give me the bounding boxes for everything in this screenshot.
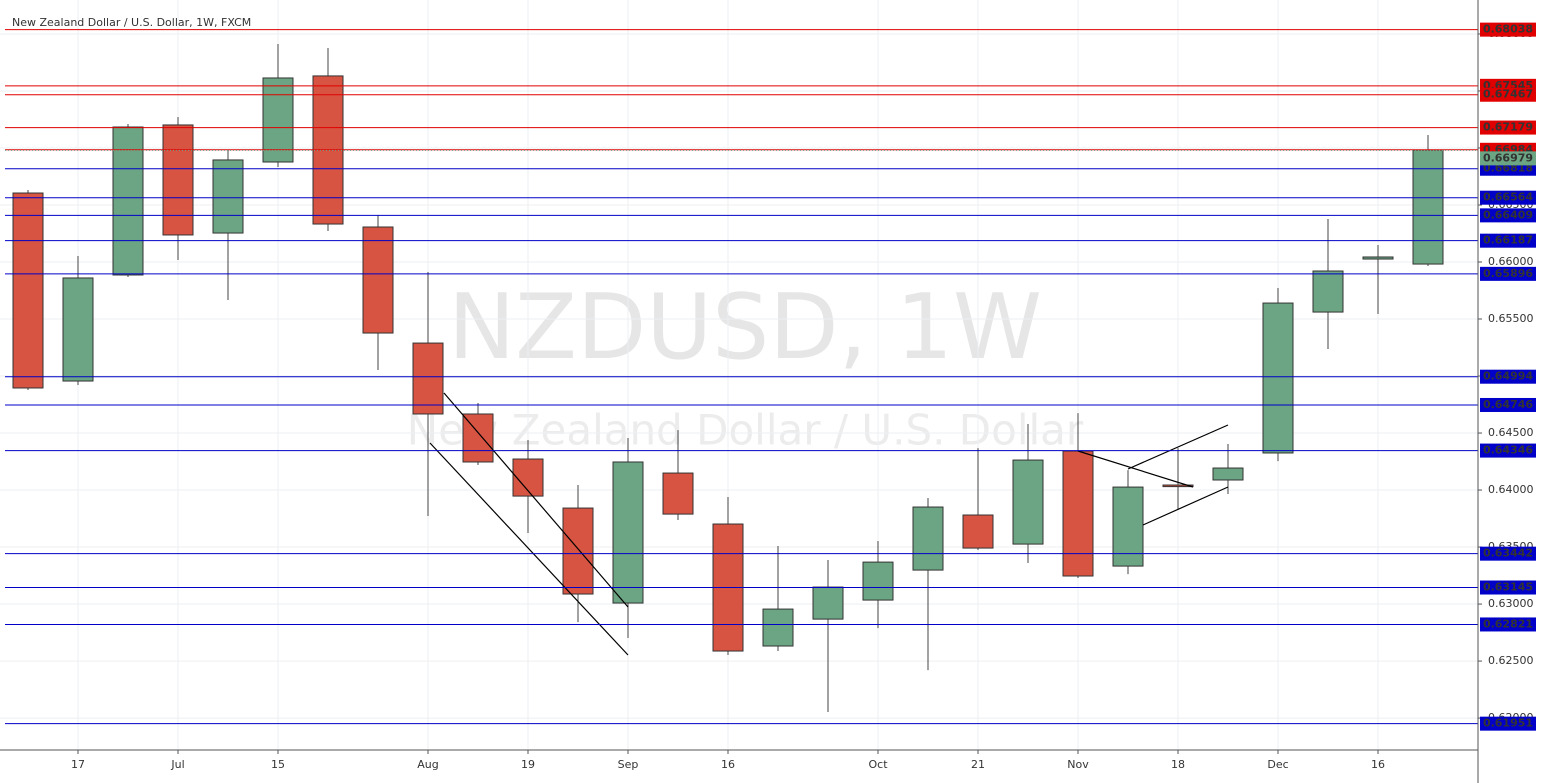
- trend-line: [1077, 450, 1194, 488]
- candle-body: [1412, 149, 1444, 265]
- level-label-box: [1480, 233, 1536, 248]
- level-label-box: [1480, 397, 1536, 412]
- x-tick-label: Jul: [170, 758, 184, 771]
- level-label-box: [1480, 266, 1536, 281]
- level-label: 0.67179: [1483, 121, 1533, 134]
- y-tick-label: 0.62500: [1488, 654, 1534, 667]
- current-price-label: 0.66979: [1483, 151, 1533, 164]
- level-label-box: [1480, 87, 1536, 102]
- candle-body: [262, 77, 294, 163]
- level-label-box: [1480, 443, 1536, 458]
- x-tick-label: 17: [71, 758, 85, 771]
- y-tick-label: 0.64000: [1488, 483, 1534, 496]
- candle-body: [12, 192, 44, 389]
- candle-body: [462, 413, 494, 463]
- trend-lines: [429, 392, 1229, 656]
- current-price-box: [1480, 151, 1536, 166]
- x-tick-label: 19: [521, 758, 535, 771]
- level-label-box: [1480, 22, 1536, 37]
- candle-body: [1162, 484, 1194, 488]
- candles: [12, 43, 1444, 713]
- chart-title: New Zealand Dollar / U.S. Dollar, 1W, FX…: [12, 16, 251, 29]
- level-label: 0.66187: [1483, 234, 1533, 247]
- candle-body: [62, 277, 94, 382]
- candle-body: [1062, 450, 1094, 577]
- y-tick-label: 0.63000: [1488, 597, 1534, 610]
- x-tick-label: Dec: [1267, 758, 1288, 771]
- levels: 0.680380.675450.674670.671790.669840.668…: [5, 22, 1536, 731]
- watermark: NZDUSD, 1W: [448, 275, 1042, 380]
- x-tick-label: 16: [1371, 758, 1385, 771]
- y-tick-label: 0.65500: [1488, 312, 1534, 325]
- level-label: 0.64994: [1483, 370, 1533, 383]
- x-tick-label: Sep: [618, 758, 639, 771]
- level-label: 0.63442: [1483, 547, 1533, 560]
- level-label-box: [1480, 208, 1536, 223]
- level-label-box: [1480, 546, 1536, 561]
- x-tick-label: Aug: [417, 758, 438, 771]
- candle-body: [112, 126, 144, 276]
- level-label: 0.67467: [1483, 88, 1533, 101]
- candle-body: [1212, 467, 1244, 481]
- level-label: 0.61951: [1483, 717, 1533, 730]
- candle-body: [1262, 302, 1294, 454]
- x-tick-label: 16: [721, 758, 735, 771]
- candle-body: [362, 226, 394, 334]
- level-label: 0.63145: [1483, 581, 1533, 594]
- candle-body: [912, 506, 944, 571]
- level-label-box: [1480, 580, 1536, 595]
- level-label-box: [1480, 120, 1536, 135]
- level-label-box: [1480, 716, 1536, 731]
- level-label-box: [1480, 617, 1536, 632]
- candle-body: [1362, 256, 1394, 260]
- level-label: 0.65896: [1483, 267, 1533, 280]
- candle-body: [162, 124, 194, 236]
- level-label-box: [1480, 190, 1536, 205]
- candle-body: [212, 159, 244, 234]
- trend-line: [1127, 424, 1229, 470]
- x-tick-label: 21: [971, 758, 985, 771]
- level-label: 0.66564: [1483, 191, 1533, 204]
- candle-body: [612, 461, 644, 604]
- y-tick-label: 0.66000: [1488, 255, 1534, 268]
- level-label: 0.66409: [1483, 208, 1533, 221]
- candle-body: [812, 586, 844, 620]
- x-tick-label: 15: [271, 758, 285, 771]
- candle-body: [1012, 459, 1044, 545]
- level-label: 0.64746: [1483, 398, 1533, 411]
- level-label-box: [1480, 369, 1536, 384]
- candle-body: [562, 507, 594, 595]
- y-tick-label: 0.64500: [1488, 426, 1534, 439]
- candle-body: [762, 608, 794, 647]
- trend-line: [1142, 486, 1229, 526]
- candle-body: [662, 472, 694, 515]
- level-label: 0.68038: [1483, 23, 1533, 36]
- trend-line: [429, 442, 629, 656]
- level-label: 0.64346: [1483, 444, 1533, 457]
- x-tick-label: 18: [1171, 758, 1185, 771]
- candle-body: [412, 342, 444, 415]
- trend-line: [443, 392, 629, 608]
- candle-body: [962, 514, 994, 549]
- watermark-subtitle: New Zealand Dollar / U.S. Dollar: [407, 406, 1084, 455]
- level-label: 0.62821: [1483, 617, 1533, 630]
- candle-body: [1312, 270, 1344, 313]
- x-tick-label: Oct: [868, 758, 888, 771]
- candle-body: [1112, 486, 1144, 567]
- candle-body: [862, 561, 894, 601]
- x-tick-label: Nov: [1067, 758, 1089, 771]
